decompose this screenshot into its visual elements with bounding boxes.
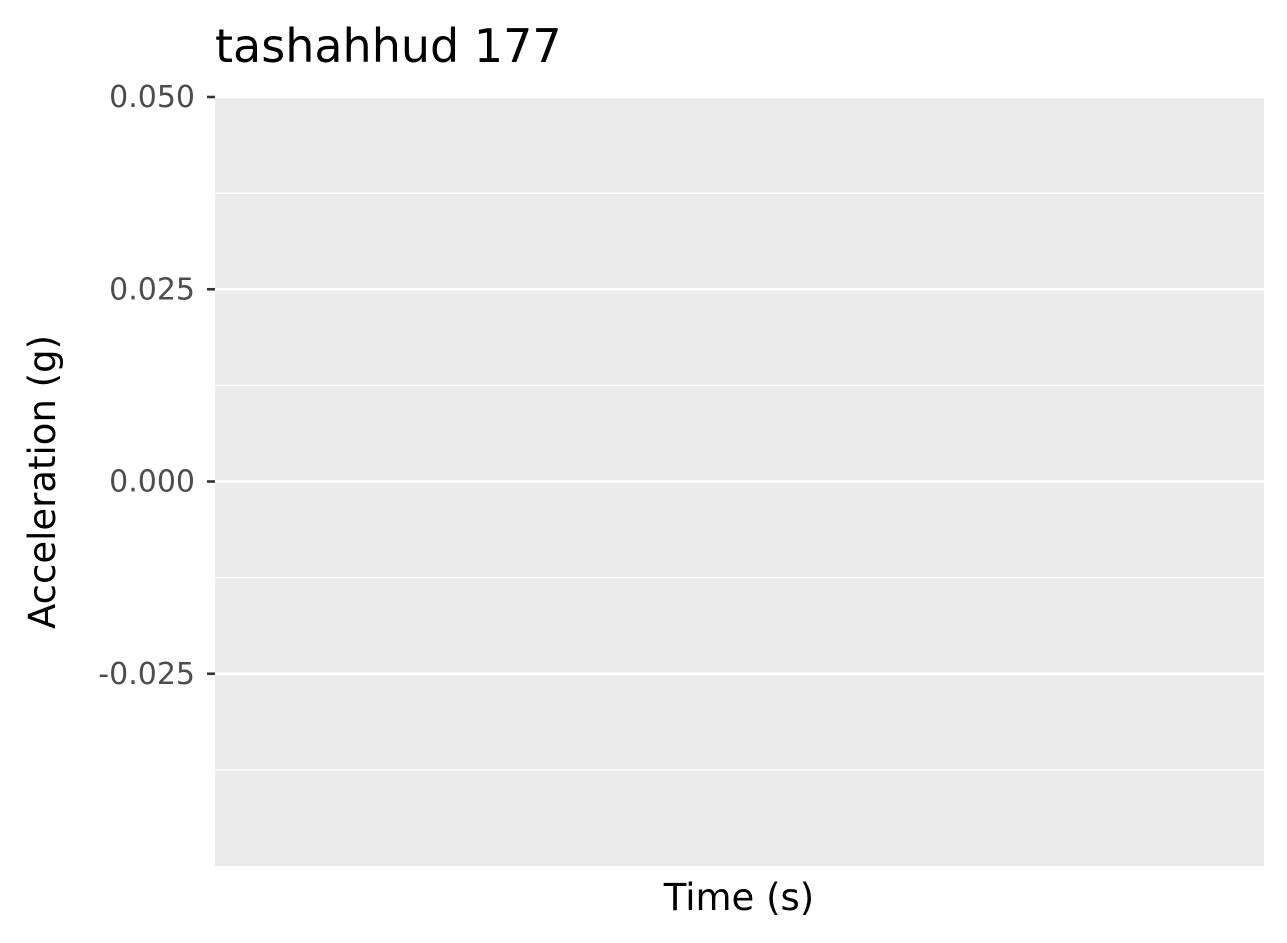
y-axis-label: Acceleration (g) [21, 335, 64, 629]
minor-gridlines [215, 192, 1264, 771]
y-tick-label: 0.025 [109, 272, 195, 307]
major-gridlines [215, 95, 1264, 676]
y-tick-label: 0.000 [109, 465, 195, 500]
x-axis-label: Time (s) [663, 876, 814, 919]
y-axis: 0.050 0.025 0.000 -0.025 [98, 80, 215, 692]
chart-title: tashahhud 177 [215, 19, 562, 73]
y-tick-label: -0.025 [98, 657, 195, 692]
y-tick-label: 0.050 [109, 80, 195, 115]
